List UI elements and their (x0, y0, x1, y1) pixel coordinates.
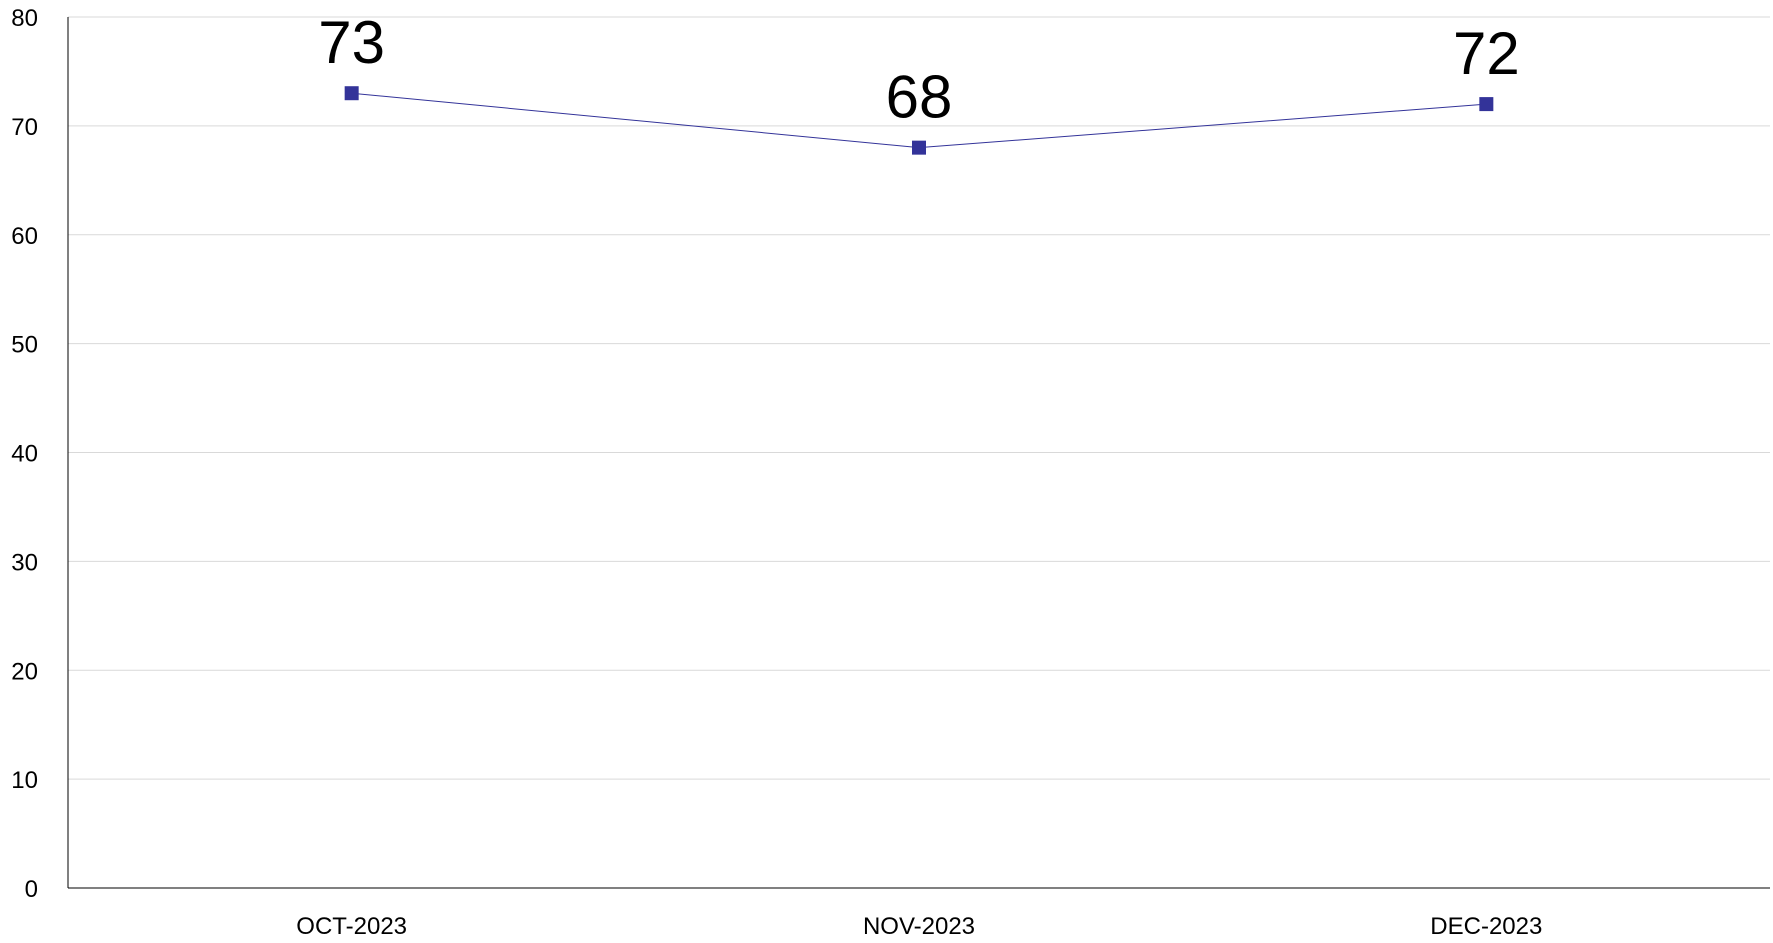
y-axis-tick-labels: 0 10 20 30 40 50 60 70 80 (11, 5, 38, 903)
y-tick-label: 40 (11, 441, 38, 468)
data-labels: 73 68 72 (318, 9, 1519, 130)
y-tick-label: 30 (11, 549, 38, 576)
data-point-marker (1479, 97, 1494, 112)
y-tick-label: 60 (11, 223, 38, 250)
data-label: 73 (318, 9, 385, 76)
gridlines (68, 16, 1770, 780)
y-tick-label: 10 (11, 767, 38, 794)
axes (67, 17, 1770, 889)
series-line-group (344, 86, 1494, 155)
x-tick-label: NOV-2023 (863, 913, 975, 940)
x-axis-tick-labels: OCT-2023 NOV-2023 DEC-2023 (296, 913, 1542, 940)
x-tick-label: DEC-2023 (1430, 913, 1542, 940)
data-point-marker (344, 86, 359, 101)
y-tick-label: 50 (11, 332, 38, 359)
y-tick-label: 70 (11, 114, 38, 141)
data-label: 72 (1453, 20, 1520, 87)
y-tick-label: 80 (11, 5, 38, 32)
data-point-marker (912, 140, 926, 155)
y-tick-label: 0 (25, 876, 38, 903)
data-label: 68 (886, 64, 953, 131)
y-tick-label: 20 (11, 658, 38, 685)
x-tick-label: OCT-2023 (296, 913, 407, 940)
